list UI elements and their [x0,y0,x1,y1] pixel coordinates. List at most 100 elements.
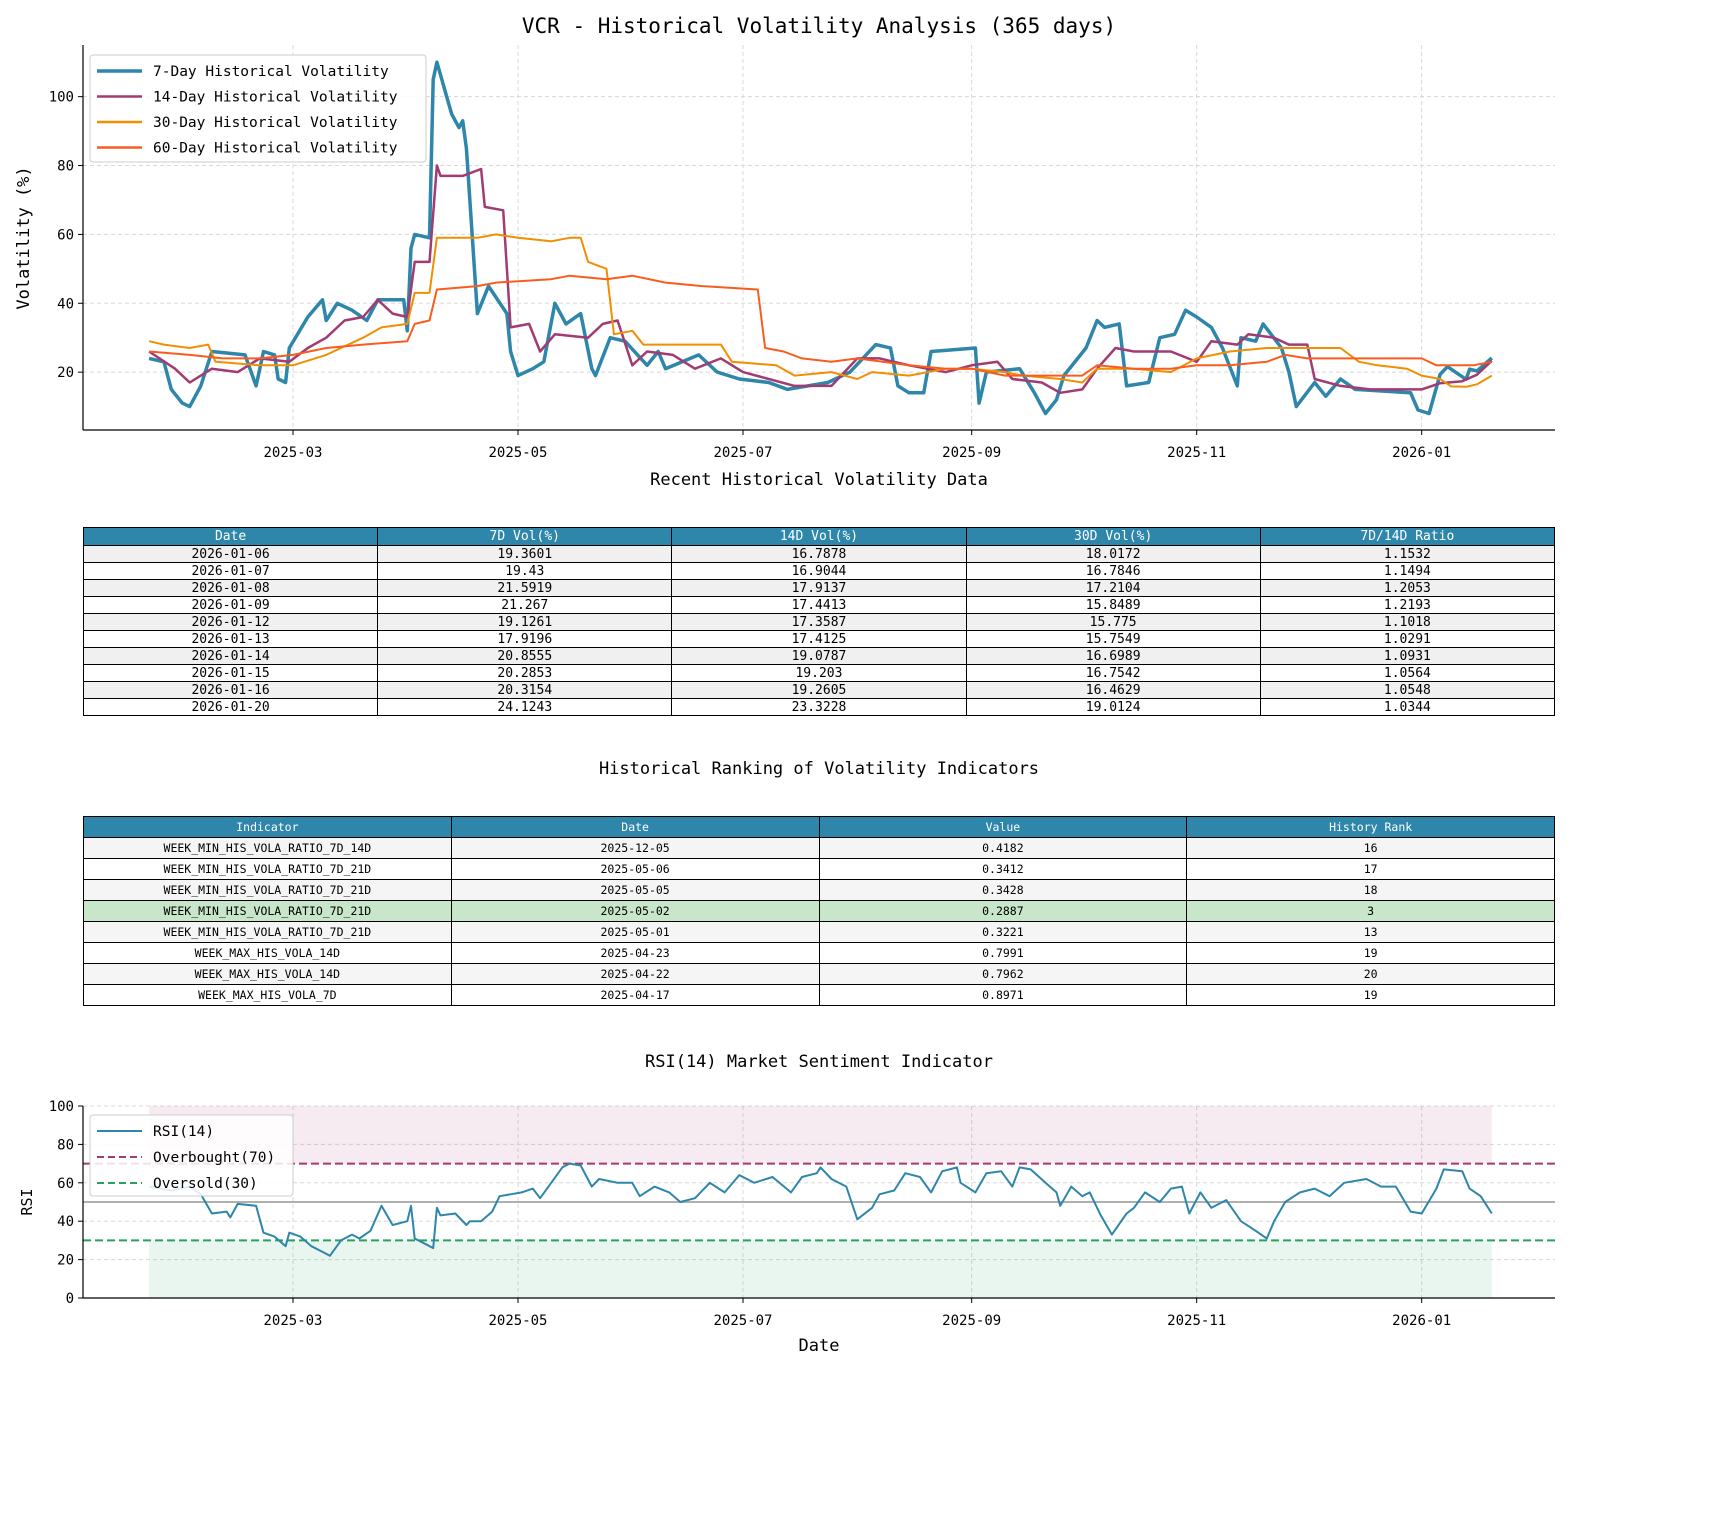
x-tick-label: 2026-01 [1392,1313,1451,1329]
header-row: Date 7D Vol(%) 14D Vol(%) 30D Vol(%) 7D/14D … [82,527,1556,546]
table-row: 2026-01-20 24.1243 23.3228 19.0124 1.0344 [82,698,1556,716]
table-cell: 16.6989 [965,647,1261,665]
legend-label: 30-Day Historical Volatility [153,115,398,131]
y-tick-label: 80 [57,1137,74,1153]
table-cell: 3 [1186,900,1555,922]
column-header: 7D/14D Ratio [1259,527,1556,546]
rsi-chart-title: RSI(14) Market Sentiment Indicator [645,1052,993,1072]
table-cell: WEEK_MIN_HIS_VOLA_RATIO_7D_21D [83,858,452,880]
series-line-3 [148,233,1493,388]
table-cell: 19.0124 [965,698,1261,716]
table-cell: 16.4629 [965,681,1261,699]
y-tick-label: 40 [57,1214,74,1230]
x-tick-label: 2025-03 [263,445,322,461]
table-cell: 17.9196 [377,630,673,648]
rsi-legend-label: Oversold(30) [153,1176,258,1192]
table-cell: 17.4125 [671,630,967,648]
series-line-4 [149,274,1492,377]
x-tick-label: 2025-09 [942,445,1001,461]
table-cell: 1.0931 [1259,647,1556,665]
x-tick-label: 2025-11 [1167,445,1226,461]
table-row: 2026-01-06 19.3601 16.7878 18.0172 1.1532 [82,545,1556,563]
table-cell: 19.2605 [671,681,967,699]
table-cell: 19 [1186,984,1555,1006]
table-cell: 1.1018 [1259,613,1556,631]
y-tick-label: 80 [57,159,74,175]
table-cell: WEEK_MIN_HIS_VOLA_RATIO_7D_21D [83,900,452,922]
legend-label: 14-Day Historical Volatility [153,90,398,106]
table-cell: 18.0172 [965,545,1261,563]
legend-label: 60-Day Historical Volatility [153,141,398,157]
table-row: WEEK_MIN_HIS_VOLA_RATIO_7D_21D 2025-05-05… [83,879,1555,901]
table-cell: 2025-05-06 [450,858,820,880]
table-row: 2026-01-12 19.1261 17.3587 15.775 1.1018 [82,613,1556,631]
y-axis-label: Volatility (%) [14,166,34,309]
series-line-1 [148,60,1493,416]
table-cell: 2025-04-17 [450,984,820,1006]
table-cell: 2026-01-13 [82,630,379,648]
table-cell: 0.7962 [818,963,1188,985]
table-cell: 2026-01-16 [82,681,379,699]
x-tick-label: 2025-07 [713,445,772,461]
table-row: WEEK_MIN_HIS_VOLA_RATIO_7D_21D 2025-05-01… [83,921,1555,943]
x-tick-label: 2025-05 [488,1313,547,1329]
rsi-legend-box [89,1114,294,1197]
rsi-y-axis-label: RSI [18,1188,36,1215]
table-cell: 2025-12-05 [450,837,820,859]
table-cell: 19.3601 [377,545,673,563]
table2-title: Historical Ranking of Volatility Indicat… [598,759,1040,779]
table-row: WEEK_MAX_HIS_VOLA_14D 2025-04-23 0.7991 19 [83,942,1555,964]
table-row: 2026-01-09 21.267 17.4413 15.8489 1.2193 [82,596,1556,614]
table-cell: 17 [1186,858,1555,880]
table-cell: 19 [1186,942,1555,964]
x-tick-label: 2025-11 [1167,1313,1226,1329]
table-cell: 20.2853 [377,664,673,682]
table-cell: WEEK_MAX_HIS_VOLA_7D [83,984,452,1006]
table-row: WEEK_MIN_HIS_VOLA_RATIO_7D_21D 2025-05-02… [83,900,1555,922]
table-cell: 17.9137 [671,579,967,597]
table-row: WEEK_MIN_HIS_VOLA_RATIO_7D_14D 2025-12-05… [83,837,1555,859]
table-row: WEEK_MAX_HIS_VOLA_14D 2025-04-22 0.7962 20 [83,963,1555,985]
x-tick-label: 2025-07 [713,1313,772,1329]
table-cell: 1.1532 [1259,545,1556,563]
table-cell: 0.7991 [818,942,1188,964]
table-row: WEEK_MIN_HIS_VOLA_RATIO_7D_21D 2025-05-06… [83,858,1555,880]
table-cell: 16.7542 [965,664,1261,682]
table-cell: 16.9044 [671,562,967,580]
table-cell: 24.1243 [377,698,673,716]
table-cell: 23.3228 [671,698,967,716]
y-tick-label: 20 [57,1253,74,1269]
series-line-2 [148,164,1493,395]
table-cell: 2026-01-07 [82,562,379,580]
table-row: 2026-01-16 20.3154 19.2605 16.4629 1.0548 [82,681,1556,699]
table-row: 2026-01-08 21.5919 17.9137 17.2104 1.2053 [82,579,1556,597]
ranking-table: Indicator Date Value History Rank WEEK_MIN_H… [83,816,1555,1006]
y-tick-label: 100 [49,1099,74,1115]
table-cell: 16.7878 [671,545,967,563]
table-cell: 1.0344 [1259,698,1556,716]
recent-volatility-table: Date 7D Vol(%) 14D Vol(%) 30D Vol(%) 7D/14D … [82,527,1556,716]
rsi-legend-label: Overbought(70) [153,1150,275,1166]
table-cell: 21.5919 [377,579,673,597]
table-cell: 2025-04-23 [450,942,820,964]
table-cell: 0.8971 [818,984,1188,1006]
x-tick-label: 2025-03 [263,1313,322,1329]
legend-box [89,54,427,163]
table-cell: 18 [1186,879,1555,901]
table-row: 2026-01-07 19.43 16.9044 16.7846 1.1494 [82,562,1556,580]
column-header: Value [818,816,1188,838]
table-cell: 2026-01-15 [82,664,379,682]
table-cell: 2025-05-02 [450,900,820,922]
table-row: 2026-01-15 20.2853 19.203 16.7542 1.0564 [82,664,1556,682]
table-cell: 1.2193 [1259,596,1556,614]
table-cell: 0.3412 [818,858,1188,880]
table-cell: WEEK_MIN_HIS_VOLA_RATIO_7D_21D [83,879,452,901]
column-header: 30D Vol(%) [965,527,1261,546]
header-row: Indicator Date Value History Rank [83,816,1555,838]
table-cell: WEEK_MAX_HIS_VOLA_14D [83,942,452,964]
table-cell: 2026-01-12 [82,613,379,631]
y-tick-label: 60 [57,227,74,243]
x-axis-label: Date [799,1336,840,1356]
